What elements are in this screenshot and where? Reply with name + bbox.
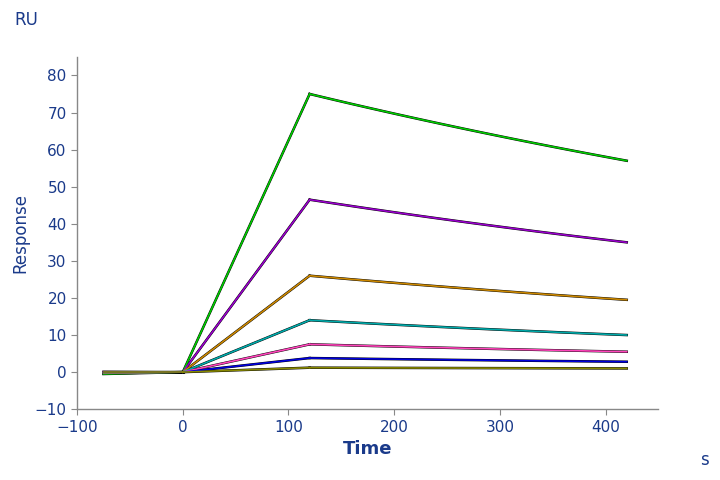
Text: s: s <box>700 451 709 469</box>
Y-axis label: Response: Response <box>11 193 29 273</box>
Text: RU: RU <box>14 11 38 29</box>
X-axis label: Time: Time <box>343 440 392 458</box>
